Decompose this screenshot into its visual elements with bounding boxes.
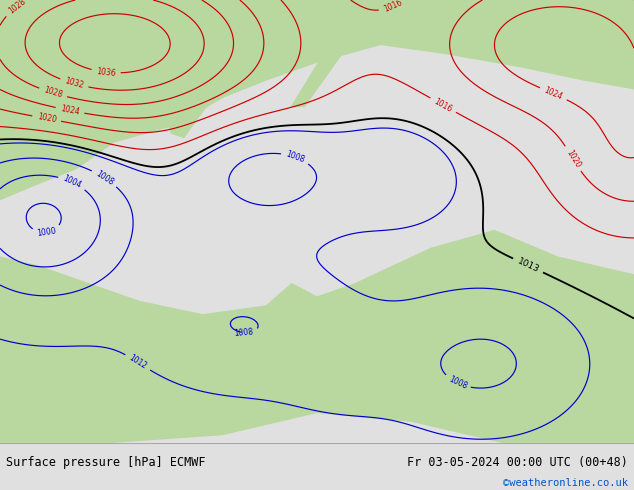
Text: 1008: 1008	[448, 375, 469, 392]
Text: Surface pressure [hPa] ECMWF: Surface pressure [hPa] ECMWF	[6, 456, 206, 468]
Text: ©weatheronline.co.uk: ©weatheronline.co.uk	[503, 478, 628, 488]
Text: 1000: 1000	[36, 226, 57, 238]
Text: 1028: 1028	[42, 86, 63, 100]
Text: 1013: 1013	[515, 257, 540, 274]
Polygon shape	[89, 40, 139, 67]
Text: 1024: 1024	[543, 86, 564, 102]
Text: Fr 03-05-2024 00:00 UTC (00+48): Fr 03-05-2024 00:00 UTC (00+48)	[407, 456, 628, 468]
Text: 1016: 1016	[382, 0, 403, 14]
Text: 1016: 1016	[432, 97, 454, 114]
Text: 1032: 1032	[64, 76, 85, 91]
Polygon shape	[292, 0, 399, 106]
Text: 1024: 1024	[60, 104, 81, 117]
Text: 1020: 1020	[36, 112, 57, 125]
Polygon shape	[0, 0, 634, 199]
Polygon shape	[0, 231, 634, 443]
Text: 1028: 1028	[6, 0, 27, 16]
Text: 1004: 1004	[61, 174, 83, 191]
Text: 1008: 1008	[234, 327, 254, 338]
Text: 1008: 1008	[94, 169, 115, 187]
Text: 1036: 1036	[96, 67, 116, 78]
Text: 1008: 1008	[285, 149, 306, 165]
Text: 1012: 1012	[127, 353, 148, 371]
Polygon shape	[165, 71, 209, 138]
Text: 1020: 1020	[564, 148, 582, 169]
